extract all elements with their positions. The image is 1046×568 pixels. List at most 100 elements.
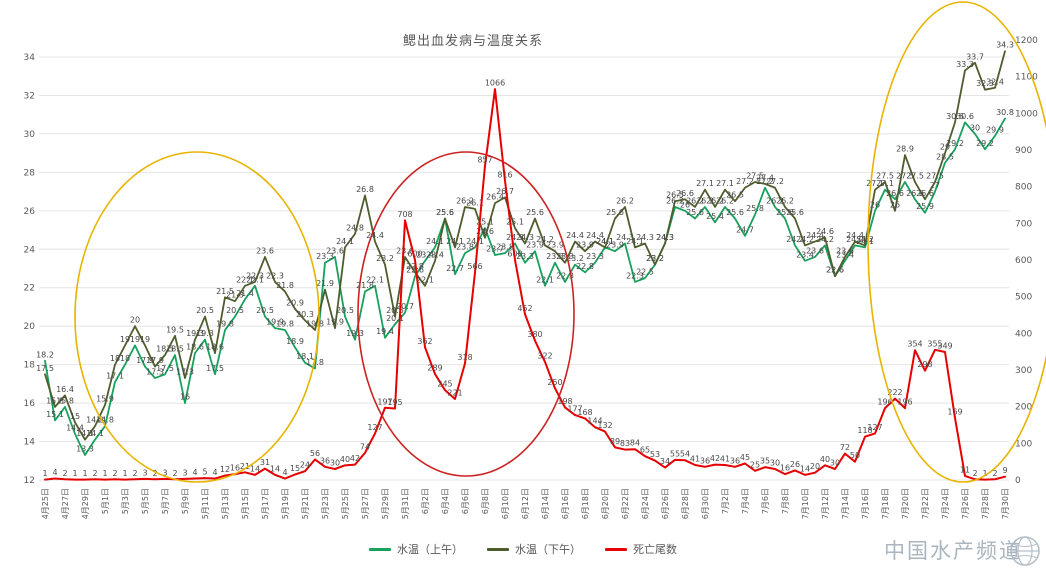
point-label: 84 [630,439,640,448]
x-axis-tick: 5月17日 [261,488,270,519]
point-label: 23.9 [606,241,624,250]
point-label: 289 [427,364,442,373]
point-label: 30 [830,459,840,468]
point-label: 15.8 [46,396,64,405]
point-label: 27.5 [926,171,944,180]
point-label: 30.6 [956,112,974,121]
point-label: 2 [992,469,997,478]
point-label: 22.6 [826,266,844,275]
point-label: 26.2 [686,196,704,205]
point-label: 26 [680,200,690,209]
point-label: 24.3 [656,233,674,242]
point-label: 2 [152,469,157,478]
x-axis-tick: 5月29日 [381,488,390,519]
legend-swatch-morning [369,547,391,551]
x-axis-tick: 5月3日 [121,488,130,514]
point-label: 221 [447,388,462,397]
x-axis-tick: 6月18日 [581,488,590,519]
legend-item-water-temp-afternoon: 水温（下午） [487,541,581,557]
annotation-ellipse [74,151,320,483]
point-label: 196 [877,398,892,407]
point-label: 22.6 [406,266,424,275]
point-label: 24.6 [476,227,494,236]
point-label: 18.6 [206,343,224,352]
point-label: 22.6 [826,266,844,275]
point-label: 26.6 [886,189,904,198]
point-label: 24.4 [586,231,604,240]
x-axis-tick: 6月30日 [701,488,710,519]
point-label: 74 [360,442,370,451]
point-label: 14 [250,464,260,473]
point-label: 19 [130,335,140,344]
y-axis-right-tick: 700 [1015,219,1032,229]
point-label: 24.1 [336,237,354,246]
x-axis-tick: 7月18日 [881,488,890,519]
point-label: 22.5 [636,268,654,277]
point-label: 83 [620,439,630,448]
y-axis-left-tick: 26 [24,207,36,217]
point-label: 11 [960,465,970,474]
point-label: 24.4 [366,231,384,240]
y-axis-right-tick: 200 [1015,403,1032,413]
point-label: 20.3 [296,310,314,319]
point-label: 4 [212,468,217,477]
point-label: 19.9 [266,318,284,327]
point-label: 15 [290,464,300,473]
point-label: 298 [917,360,932,369]
x-axis-tick: 6月24日 [641,488,650,519]
point-label: 27 [930,181,940,190]
point-label: 17.3 [146,368,164,377]
point-label: 24.3 [616,233,634,242]
x-axis-tick: 5月11日 [201,488,210,519]
point-label: 21.8 [276,281,294,290]
x-axis-tick: 5月1日 [101,488,110,514]
point-label: 24.7 [736,225,754,234]
point-label: 23.6 [256,246,274,255]
point-label: 24.3 [516,233,534,242]
point-label: 19.8 [216,320,234,329]
x-axis-tick: 6月12日 [521,488,530,519]
y-axis-right-tick: 300 [1015,366,1032,376]
point-label: 4 [52,468,57,477]
point-label: 144 [587,417,602,426]
point-label: 1 [102,469,107,478]
x-axis-tick: 5月13日 [221,488,230,519]
point-label: 21.8 [356,281,374,290]
x-axis-tick: 7月16日 [861,488,870,519]
y-axis-left-tick: 30 [24,130,36,140]
point-label: 89 [610,437,620,446]
x-axis-tick: 7月4日 [741,488,750,514]
point-label: 22.3 [266,271,284,280]
point-label: 2 [62,469,67,478]
x-axis-tick: 5月23日 [321,488,330,519]
point-label: 18.5 [166,345,184,354]
point-label: 118 [857,426,872,435]
point-label: 1 [122,469,127,478]
x-axis-tick: 7月12日 [821,488,830,519]
point-label: 26.1 [466,198,484,207]
point-label: 23.4 [426,250,444,259]
point-label: 21 [240,462,250,471]
annotation-ellipse [867,1,1046,483]
point-label: 22.3 [626,271,644,280]
point-label: 42 [710,454,720,463]
point-label: 41 [690,454,700,463]
point-label: 22.7 [446,264,464,273]
point-label: 1066 [485,79,505,88]
point-label: 25.8 [746,204,764,213]
point-label: 23.3 [516,252,534,261]
point-label: 30 [330,459,340,468]
point-label: 318 [457,353,472,362]
point-label: 24.6 [816,227,834,236]
x-axis-tick: 7月6日 [761,488,770,514]
chart-title: 鳃出血发病与温度关系 [402,34,543,49]
point-label: 23.6 [806,246,824,255]
point-label: 15 [70,412,80,421]
point-label: 25.6 [436,208,454,217]
y-axis-right-tick: 600 [1015,256,1032,266]
point-label: 20.5 [256,306,274,315]
point-label: 22.1 [536,275,554,284]
y-axis-right-tick: 0 [1015,476,1021,486]
point-label: 30.6 [946,112,964,121]
